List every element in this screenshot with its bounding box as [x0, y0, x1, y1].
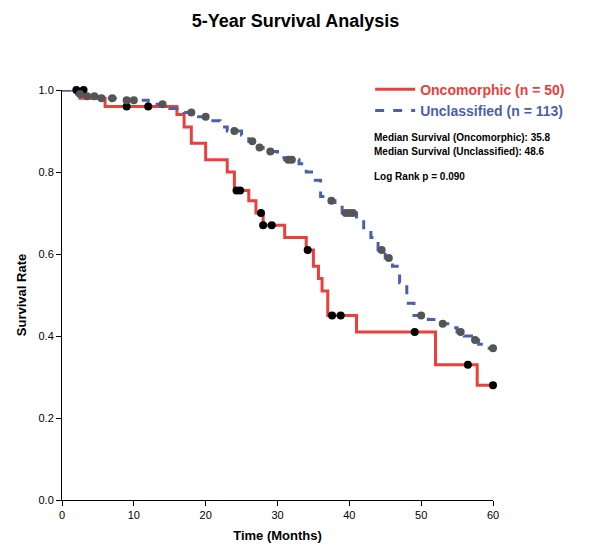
- svg-text:Median Survival (Unclassified): Median Survival (Unclassified): 48.6: [374, 146, 544, 157]
- svg-text:Survival Rate: Survival Rate: [14, 254, 29, 336]
- svg-text:5-Year Survival Analysis: 5-Year Survival Analysis: [192, 11, 399, 31]
- svg-text:Oncomorphic (n = 50): Oncomorphic (n = 50): [420, 82, 564, 98]
- svg-text:0: 0: [59, 509, 65, 521]
- svg-text:Unclassified (n = 113): Unclassified (n = 113): [420, 103, 563, 119]
- svg-text:0.0: 0.0: [39, 494, 54, 506]
- svg-text:0.8: 0.8: [39, 166, 54, 178]
- svg-text:10: 10: [128, 509, 140, 521]
- svg-text:0.6: 0.6: [39, 248, 54, 260]
- svg-text:20: 20: [200, 509, 212, 521]
- svg-text:60: 60: [487, 509, 499, 521]
- svg-text:40: 40: [343, 509, 355, 521]
- svg-text:Log Rank p = 0.090: Log Rank p = 0.090: [374, 171, 465, 182]
- svg-text:0.2: 0.2: [39, 412, 54, 424]
- svg-text:30: 30: [271, 509, 283, 521]
- svg-text:Median Survival (Oncomorphic):: Median Survival (Oncomorphic): 35.8: [374, 132, 551, 143]
- svg-text:1.0: 1.0: [39, 84, 54, 96]
- svg-text:0.4: 0.4: [39, 330, 54, 342]
- svg-text:50: 50: [415, 509, 427, 521]
- svg-text:Time (Months): Time (Months): [233, 528, 322, 543]
